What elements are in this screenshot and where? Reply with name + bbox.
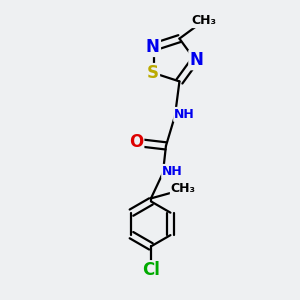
Text: N: N	[146, 38, 160, 56]
Text: CH₃: CH₃	[171, 182, 196, 195]
Text: CH₃: CH₃	[191, 14, 216, 27]
Text: S: S	[147, 64, 159, 82]
Text: NH: NH	[162, 165, 183, 178]
Text: Cl: Cl	[142, 261, 160, 279]
Text: O: O	[129, 133, 143, 151]
Text: NH: NH	[174, 108, 195, 121]
Text: N: N	[190, 51, 203, 69]
